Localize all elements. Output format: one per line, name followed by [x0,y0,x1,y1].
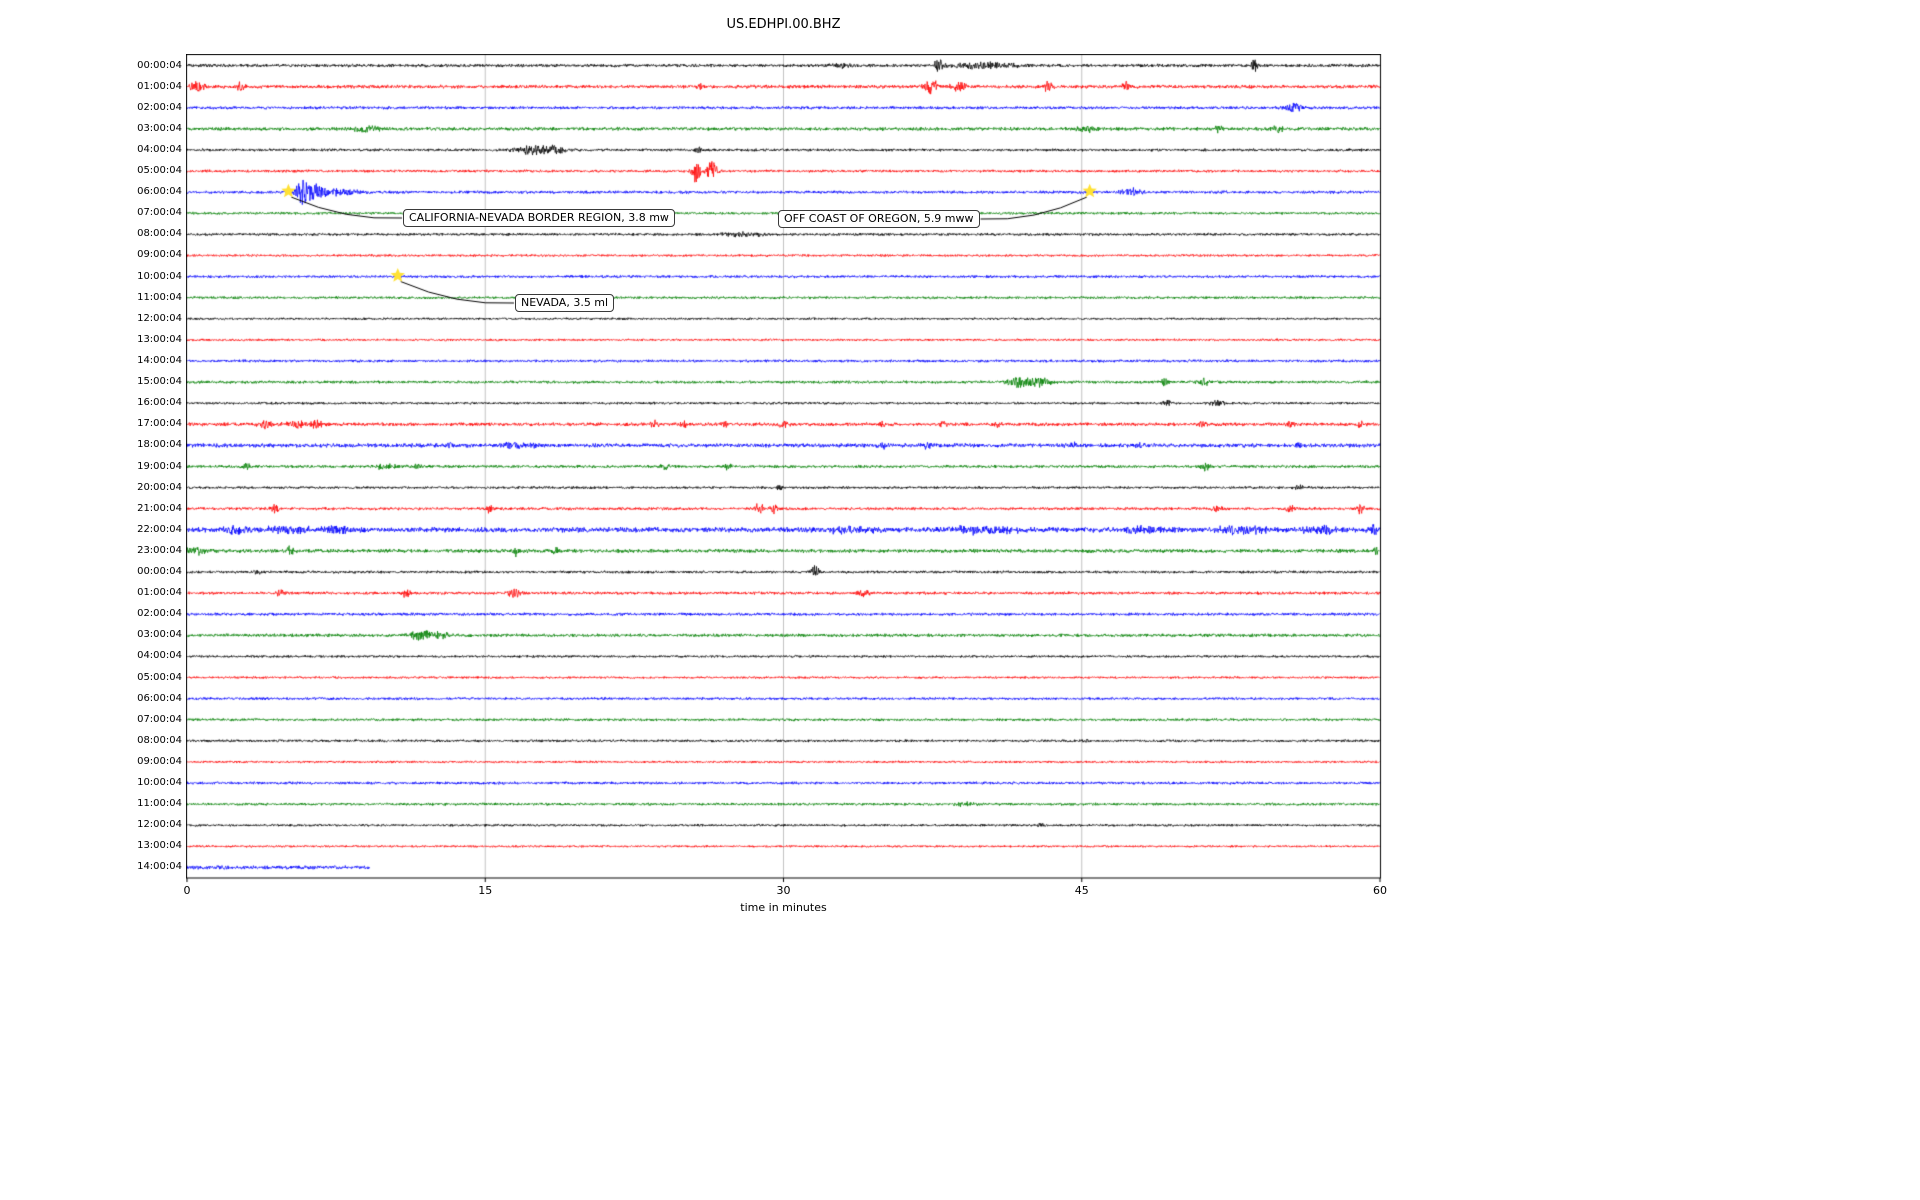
x-axis-label: time in minutes [740,901,827,914]
row-time-label: 09:00:04 [137,755,182,767]
row-time-label: 14:00:04 [137,354,182,366]
row-time-label: 10:00:04 [137,777,182,789]
row-time-label: 07:00:04 [137,207,182,219]
row-time-label: 03:00:04 [137,629,182,641]
row-time-label: 04:00:04 [137,650,182,662]
row-time-label: 10:00:04 [137,270,182,282]
row-time-label: 13:00:04 [137,840,182,852]
row-time-label: 06:00:04 [137,692,182,704]
x-tick-label: 30 [776,884,791,897]
row-time-label: 03:00:04 [137,122,182,134]
row-time-label: 09:00:04 [137,249,182,261]
row-time-label: 11:00:04 [137,798,182,810]
row-time-label: 15:00:04 [137,376,182,388]
row-time-label: 19:00:04 [137,460,182,472]
x-tick-label: 60 [1373,884,1387,897]
row-time-label: 21:00:04 [137,502,182,514]
x-tick-label: 0 [183,884,191,897]
event-annotation: NEVADA, 3.5 ml [515,294,615,312]
row-time-label: 00:00:04 [137,566,182,577]
row-time-label: 02:00:04 [137,608,182,620]
x-tick-label: 45 [1074,884,1089,897]
row-time-label: 02:00:04 [137,101,182,113]
x-tick-label: 15 [478,884,493,897]
time-axis-labels: 00:00:04 01:00:04 02:00:04 03:00:04 04:00:04… [0,0,182,1200]
event-annotation: OFF COAST OF OREGON, 5.9 mww [778,210,980,228]
row-time-label: 05:00:04 [137,671,182,683]
row-time-label: 11:00:04 [137,291,182,303]
row-time-label: 14:00:04 [137,861,182,873]
row-time-label: 13:00:04 [137,333,182,345]
row-time-label: 23:00:04 [137,544,182,556]
row-time-label: 20:00:04 [137,481,182,493]
chart-title: US.EDHPI.00.BHZ [726,17,841,32]
helicorder-plot-canvas [186,54,1382,883]
row-time-label: 04:00:04 [137,143,182,155]
row-time-label: 07:00:04 [137,713,182,725]
row-time-label: 12:00:04 [137,312,182,324]
row-time-label: 16:00:04 [137,397,182,409]
row-time-label: 00:00:04 [137,59,182,71]
row-time-label: 12:00:04 [137,819,182,831]
row-time-label: 01:00:04 [137,587,182,599]
row-time-label: 01:00:04 [137,80,182,92]
event-annotation: CALIFORNIA-NEVADA BORDER REGION, 3.8 mw [403,209,675,227]
row-time-label: 08:00:04 [137,228,182,240]
row-time-label: 17:00:04 [137,418,182,430]
row-time-label: 22:00:04 [137,523,182,535]
row-time-label: 05:00:04 [137,165,182,177]
row-time-label: 08:00:04 [137,734,182,746]
row-time-label: 18:00:04 [137,439,182,451]
row-time-label: 06:00:04 [137,186,182,198]
